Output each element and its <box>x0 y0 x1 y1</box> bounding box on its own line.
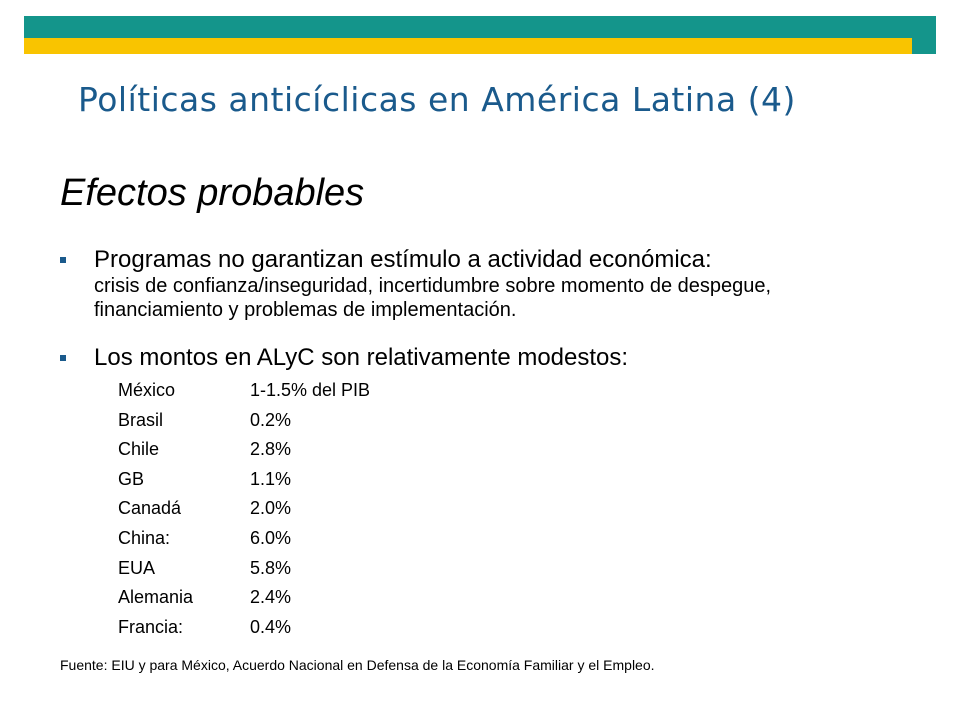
country-name: China: <box>118 527 171 548</box>
country-name: Canadá <box>118 498 182 519</box>
bullet-square-icon <box>60 355 66 361</box>
source-note: Fuente: EIU y para México, Acuerdo Nacio… <box>60 657 655 673</box>
country-value: 0.2% <box>250 409 292 430</box>
country-name: Brasil <box>118 409 164 430</box>
country-name: EUA <box>118 557 156 578</box>
header-bar-yellow <box>24 38 912 54</box>
bullet-rest: crisis de confianza/inseguridad, incerti… <box>94 275 772 321</box>
header-bar-teal-end <box>912 38 936 54</box>
country-list: México 1-1.5% del PIB Brasil 0.2% Chile 2.8… <box>118 376 518 642</box>
slide-subtitle: Efectos probables <box>60 172 365 214</box>
bullet-lead: Los montos en ALyC son relativamente mod… <box>94 344 629 371</box>
country-value: 2.8% <box>250 439 292 460</box>
country-value: 2.0% <box>250 498 292 519</box>
country-value: 1.1% <box>250 468 292 489</box>
country-name: Francia: <box>118 616 184 637</box>
country-row: Francia: 0.4% <box>118 613 518 643</box>
country-row: México 1-1.5% del PIB <box>118 376 518 406</box>
country-row: Chile 2.8% <box>118 435 518 465</box>
country-name: GB <box>118 468 145 489</box>
country-name: México <box>118 380 176 400</box>
bullet-text: Programas no garantizan estímulo a activ… <box>94 246 854 322</box>
country-row: Canadá 2.0% <box>118 494 518 524</box>
country-row: Brasil 0.2% <box>118 406 518 436</box>
country-name: Chile <box>118 439 160 460</box>
country-name: Alemania <box>118 587 194 608</box>
country-value: 0.4% <box>250 616 292 637</box>
slide-title: Políticas anticíclicas en América Latina… <box>78 80 796 119</box>
country-value: 1-1.5% del PIB <box>250 380 371 400</box>
country-row: GB 1.1% <box>118 465 518 495</box>
country-value: 5.8% <box>250 557 292 578</box>
country-row: EUA 5.8% <box>118 554 518 584</box>
country-value: 6.0% <box>250 527 292 548</box>
bullet-square-icon <box>60 257 66 263</box>
country-row: Alemania 2.4% <box>118 583 518 613</box>
header-bar-teal <box>24 16 936 38</box>
bullet-lead: Programas no garantizan estímulo a activ… <box>94 246 712 273</box>
country-row: China: 6.0% <box>118 524 518 554</box>
country-value: 2.4% <box>250 587 292 608</box>
